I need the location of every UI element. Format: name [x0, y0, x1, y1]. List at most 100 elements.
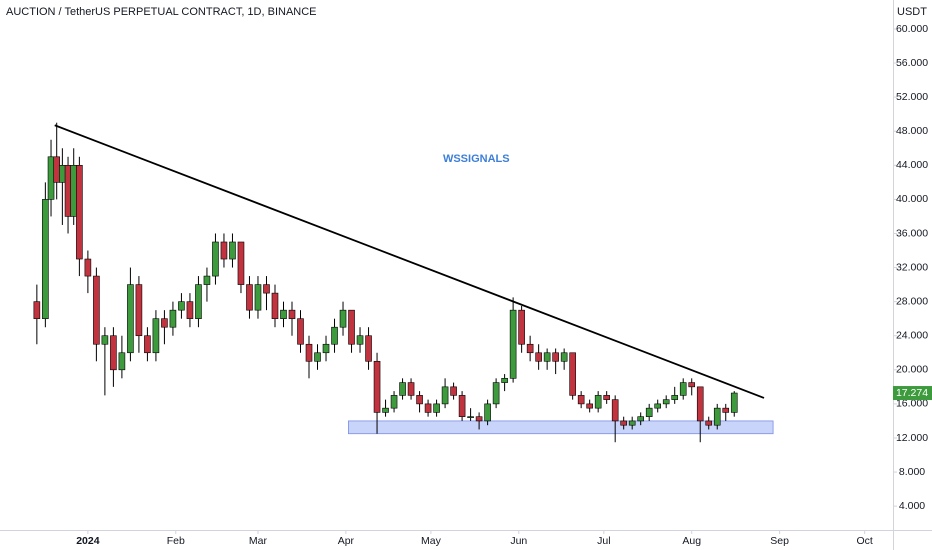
chart-title: AUCTION / TetherUS PERPETUAL CONTRACT, 1…	[6, 6, 317, 18]
candle-body	[64, 165, 72, 217]
candle-body	[59, 165, 66, 183]
trendline	[54, 124, 765, 399]
candle-body	[501, 378, 508, 383]
candle-body	[730, 392, 738, 413]
candle-body	[110, 335, 117, 371]
candle-body	[118, 352, 126, 371]
x-tick-label: Apr	[338, 535, 355, 547]
candle-body	[390, 395, 398, 409]
candle-body	[713, 407, 721, 426]
candle-body	[526, 343, 534, 354]
candle-body	[645, 407, 653, 417]
y-tick-label: 40.000	[896, 193, 928, 205]
candle-body	[399, 382, 406, 396]
candle-body	[509, 309, 517, 379]
candle-body	[195, 284, 202, 319]
candle-body	[484, 403, 491, 422]
x-tick-label: 2024	[76, 535, 100, 547]
candle-body	[348, 309, 355, 345]
candle-body	[611, 399, 619, 422]
candle-body	[186, 301, 194, 319]
candle-body	[314, 352, 321, 362]
candle-body	[331, 326, 338, 345]
x-tick-label: May	[421, 535, 442, 547]
y-tick-label: 8.000	[899, 466, 925, 478]
candle-body	[492, 382, 500, 405]
y-tick-label: 4.000	[899, 500, 925, 512]
annotation: WSSIGNALS	[443, 153, 510, 165]
y-tick-label: 20.000	[896, 364, 928, 376]
candle-body	[144, 335, 151, 354]
candle-body	[127, 284, 134, 354]
candle-body	[84, 258, 92, 277]
candle-body	[322, 343, 330, 354]
candle-body	[722, 407, 730, 413]
y-tick-label: 52.000	[896, 91, 928, 103]
candle-body	[271, 292, 279, 319]
candle-body	[297, 318, 304, 345]
candle-body	[535, 352, 542, 362]
candle-body	[577, 395, 585, 405]
candle-body	[339, 309, 347, 328]
candle-body	[53, 156, 60, 183]
candle-body	[603, 395, 610, 400]
candle-body	[450, 386, 457, 396]
y-tick-label: 36.000	[896, 227, 928, 239]
candle-body	[543, 352, 551, 362]
candle-body	[662, 399, 670, 405]
candle-body	[586, 403, 593, 409]
x-tick-label: Oct	[856, 535, 872, 547]
support-zone	[348, 420, 774, 435]
candle-body	[152, 318, 160, 354]
candle-body	[560, 352, 568, 362]
candle-body	[220, 241, 228, 260]
candle-body	[569, 352, 576, 396]
last-price-label: 17.274	[896, 387, 928, 399]
x-tick-label: Jul	[597, 535, 610, 547]
x-tick-label: Feb	[167, 535, 185, 547]
candle-body	[637, 416, 644, 422]
candle-body	[70, 165, 78, 217]
candle-body	[93, 275, 100, 345]
candle-body	[305, 343, 313, 362]
candle-body	[246, 284, 253, 311]
candle-body	[424, 403, 432, 413]
candle-body	[135, 284, 143, 337]
candle-body	[518, 309, 525, 345]
candle-body	[161, 318, 168, 328]
candle-body	[76, 165, 83, 260]
candle-body	[688, 382, 696, 388]
candle-body	[416, 395, 423, 405]
candle-body	[679, 382, 687, 396]
candle-body	[458, 395, 466, 417]
y-tick-label: 56.000	[896, 57, 928, 69]
candle-body	[203, 275, 211, 285]
candle-body	[101, 335, 109, 345]
candle-body	[212, 241, 219, 277]
y-tick-label: 44.000	[896, 159, 928, 171]
y-axis-label: USDT	[897, 6, 927, 18]
last-price-badge	[893, 386, 932, 401]
candle-body	[280, 309, 287, 319]
x-tick-label: Jun	[510, 535, 527, 547]
candle-body	[696, 386, 704, 422]
y-tick-label: 12.000	[896, 432, 928, 444]
candle-body	[254, 284, 262, 311]
y-tick-label: 60.000	[896, 23, 928, 35]
x-tick-label: Mar	[249, 535, 268, 547]
candle-body	[229, 241, 236, 260]
candle-body	[169, 309, 177, 328]
y-tick-label: 48.000	[896, 125, 928, 137]
candle-body	[654, 403, 662, 409]
candle-body	[373, 360, 381, 413]
y-tick-label: 32.000	[896, 261, 928, 273]
candle-body	[671, 395, 679, 400]
candle-body	[594, 395, 602, 409]
candle-body	[47, 156, 55, 200]
candle-body	[33, 301, 41, 319]
candle-body	[178, 301, 185, 311]
y-tick-label: 28.000	[896, 295, 928, 307]
candle-body	[475, 416, 483, 422]
